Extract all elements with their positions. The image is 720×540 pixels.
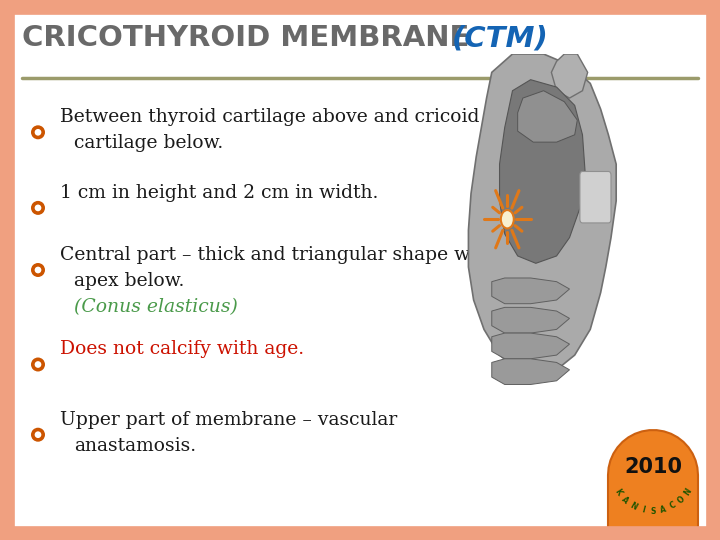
Circle shape — [31, 428, 45, 442]
PathPatch shape — [469, 54, 616, 374]
Text: Upper part of membrane – vascular: Upper part of membrane – vascular — [60, 411, 397, 429]
Circle shape — [31, 201, 45, 215]
PathPatch shape — [492, 333, 570, 359]
PathPatch shape — [492, 307, 570, 333]
Text: anastamosis.: anastamosis. — [74, 437, 196, 455]
Circle shape — [35, 361, 41, 368]
Circle shape — [35, 205, 41, 211]
Text: Does not calcify with age.: Does not calcify with age. — [60, 341, 304, 359]
Text: cartilage below.: cartilage below. — [74, 134, 223, 152]
Circle shape — [31, 357, 45, 372]
Circle shape — [35, 129, 41, 136]
Text: Between thyroid cartilage above and cricoid: Between thyroid cartilage above and cric… — [60, 109, 480, 126]
Circle shape — [31, 125, 45, 139]
PathPatch shape — [552, 54, 588, 98]
PathPatch shape — [518, 91, 577, 142]
Text: A: A — [660, 504, 667, 515]
Circle shape — [31, 263, 45, 277]
Circle shape — [35, 431, 41, 438]
Text: (Conus elasticus): (Conus elasticus) — [74, 298, 238, 316]
PathPatch shape — [500, 80, 585, 264]
Text: I: I — [640, 505, 645, 515]
Text: N: N — [682, 487, 693, 497]
Circle shape — [35, 267, 41, 273]
Text: K: K — [613, 487, 624, 497]
Text: 1 cm in height and 2 cm in width.: 1 cm in height and 2 cm in width. — [60, 184, 379, 202]
Text: N: N — [629, 501, 638, 511]
Circle shape — [501, 210, 514, 228]
Text: CRICOTHYROID MEMBRANE: CRICOTHYROID MEMBRANE — [22, 24, 480, 52]
PathPatch shape — [492, 278, 570, 303]
Text: A: A — [620, 495, 630, 505]
PathPatch shape — [608, 430, 698, 530]
Text: O: O — [675, 495, 686, 505]
Text: C: C — [668, 501, 678, 511]
Text: (CTM): (CTM) — [452, 24, 549, 52]
Text: Central part – thick and triangular shape with: Central part – thick and triangular shap… — [60, 246, 495, 264]
Text: apex below.: apex below. — [74, 272, 184, 290]
PathPatch shape — [492, 359, 570, 384]
FancyBboxPatch shape — [580, 172, 611, 223]
Text: S: S — [650, 507, 656, 516]
Text: 2010: 2010 — [624, 457, 682, 477]
